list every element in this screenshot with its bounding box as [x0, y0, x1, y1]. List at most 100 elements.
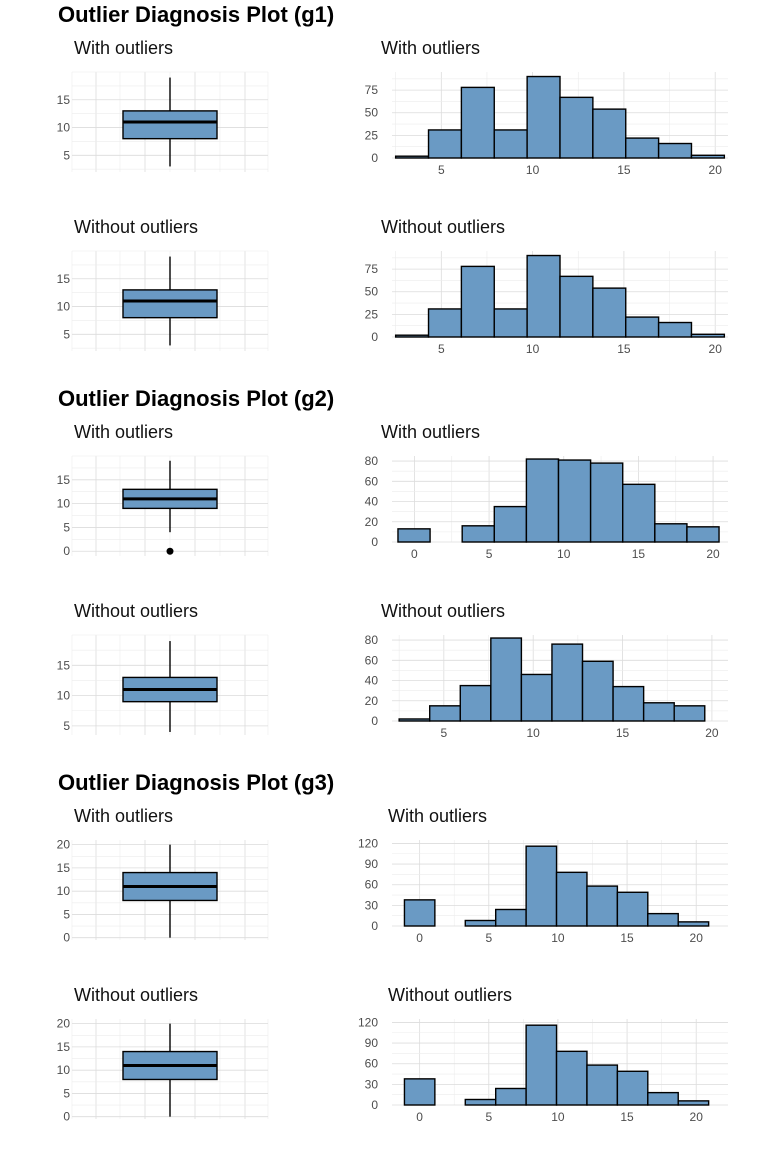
y-tick-label: 15	[57, 93, 71, 107]
y-tick-label: 30	[365, 898, 379, 912]
y-tick-label: 25	[365, 307, 379, 321]
y-tick-label: 5	[63, 1086, 70, 1100]
histogram-bar	[398, 718, 431, 722]
histogram-bar	[592, 108, 627, 159]
histogram-bar	[677, 921, 710, 927]
y-tick-label: 15	[57, 1040, 71, 1054]
histogram-bar	[654, 523, 688, 543]
histogram-bar	[427, 308, 463, 338]
histogram-panel: With outliers 0 30 60 90 120 0 5 10 15 20	[358, 806, 728, 945]
histogram-bar	[677, 1100, 710, 1106]
y-tick-label: 90	[365, 857, 379, 871]
histogram-panel: With outliers 0 25 50 75 5 10 15 20	[365, 38, 728, 177]
histogram-bar	[616, 1070, 649, 1106]
y-tick-label: 60	[365, 1057, 379, 1071]
histogram-panel: Without outliers 0 25 50 75 5 10 15 20	[365, 217, 728, 356]
histogram-bar	[427, 129, 463, 159]
histogram-bar	[525, 1024, 558, 1106]
panel-title: Without outliers	[74, 985, 198, 1005]
x-tick-label: 0	[411, 547, 418, 561]
histogram-bar	[581, 660, 614, 722]
boxplot-panel: Without outliers 0 5 10 15 20	[57, 985, 269, 1124]
histogram-bar	[622, 483, 656, 543]
histogram-bar	[525, 458, 560, 543]
y-tick-label: 40	[365, 495, 379, 509]
histogram-bar	[555, 871, 588, 927]
x-tick-label: 10	[526, 163, 540, 177]
histogram-bar	[460, 86, 495, 159]
y-tick-label: 10	[57, 300, 71, 314]
y-tick-label: 0	[371, 714, 378, 728]
y-tick-label: 20	[365, 515, 379, 529]
y-tick-label: 20	[57, 1017, 71, 1031]
histogram-bar	[394, 155, 430, 159]
section-g2: Outlier Diagnosis Plot (g2) With outliers…	[57, 386, 728, 740]
histogram-panel: Without outliers 0 30 60 90 120 0 5 10 15 20	[358, 985, 728, 1124]
histogram-bar	[429, 705, 461, 722]
panel-title: Without outliers	[381, 217, 505, 237]
panel-title: With outliers	[74, 38, 173, 58]
y-tick-label: 20	[57, 838, 71, 852]
histogram-bar	[394, 334, 430, 338]
section-title: Outlier Diagnosis Plot (g3)	[58, 770, 334, 795]
x-tick-label: 20	[690, 931, 704, 945]
histogram-bar	[690, 154, 726, 159]
y-tick-label: 15	[57, 861, 71, 875]
histogram-bar	[657, 142, 693, 159]
histogram-bar	[495, 908, 527, 927]
panel-title: Without outliers	[388, 985, 512, 1005]
histogram-bar	[647, 912, 679, 927]
histogram-bar	[559, 96, 594, 159]
y-tick-label: 0	[371, 919, 378, 933]
histogram-bar	[464, 1098, 497, 1106]
histogram-bar	[673, 705, 706, 722]
y-tick-label: 0	[371, 151, 378, 165]
histogram-bar	[686, 526, 720, 543]
y-tick-label: 0	[371, 535, 378, 549]
histogram-bar	[625, 137, 660, 159]
histogram-bar	[586, 1064, 619, 1106]
y-tick-label: 5	[63, 520, 70, 534]
y-tick-label: 10	[57, 689, 71, 703]
y-tick-label: 10	[57, 1063, 71, 1077]
x-tick-label: 20	[705, 726, 719, 740]
histogram-bar	[493, 308, 528, 338]
histogram-bar	[493, 505, 528, 543]
x-tick-label: 15	[620, 931, 634, 945]
y-tick-label: 120	[358, 1015, 378, 1029]
y-tick-label: 0	[371, 1098, 378, 1112]
y-tick-label: 20	[365, 694, 379, 708]
histogram-bar	[490, 637, 523, 722]
panel-title: With outliers	[74, 422, 173, 442]
histogram-bar	[460, 265, 495, 338]
histogram-panel: Without outliers 0 20 40 60 80 5 10 15 20	[365, 601, 728, 740]
histogram-bar	[589, 462, 624, 543]
panel-title: With outliers	[388, 806, 487, 826]
histogram-bar	[690, 333, 726, 338]
x-tick-label: 15	[620, 1110, 634, 1124]
y-tick-label: 50	[365, 106, 379, 120]
x-tick-label: 10	[527, 726, 541, 740]
panel-title: Without outliers	[74, 601, 198, 621]
y-tick-label: 10	[57, 121, 71, 135]
histogram-bar	[397, 528, 431, 543]
box-iqr	[122, 289, 218, 319]
x-tick-label: 0	[416, 1110, 423, 1124]
boxplot-panel: With outliers 0 5 10 15	[57, 422, 269, 558]
section-title: Outlier Diagnosis Plot (g1)	[58, 2, 334, 27]
outlier-point	[166, 547, 174, 555]
histogram-bar	[525, 845, 558, 927]
y-tick-label: 60	[365, 878, 379, 892]
histogram-bar	[403, 899, 436, 927]
histogram-bar	[459, 684, 492, 722]
histogram-bar	[555, 1050, 588, 1106]
panel-title: Without outliers	[74, 217, 198, 237]
y-tick-label: 15	[57, 272, 71, 286]
histogram-bar	[616, 891, 649, 927]
histogram-bar	[625, 316, 660, 338]
histogram-bar	[559, 275, 594, 338]
box-iqr	[122, 110, 218, 140]
section-title: Outlier Diagnosis Plot (g2)	[58, 386, 334, 411]
panel-title: Without outliers	[381, 601, 505, 621]
x-tick-label: 20	[709, 342, 723, 356]
